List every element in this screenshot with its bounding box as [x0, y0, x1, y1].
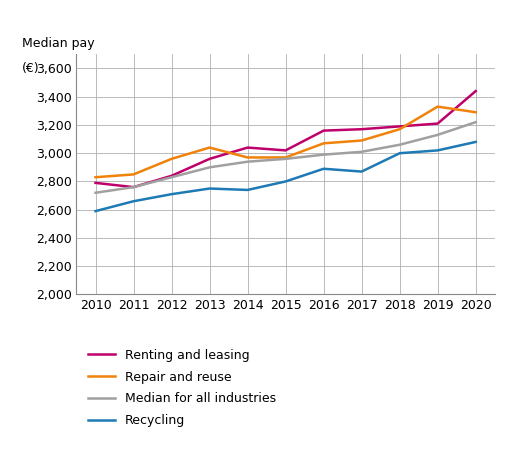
Median for all industries — [320, 152, 326, 157]
Median for all industries — [396, 142, 402, 148]
Recycling — [282, 179, 288, 184]
Repair and reuse — [244, 155, 250, 160]
Renting and leasing — [282, 148, 288, 153]
Median for all industries — [168, 174, 174, 180]
Median for all industries — [92, 190, 98, 196]
Median for all industries — [244, 159, 250, 164]
Repair and reuse — [282, 155, 288, 160]
Text: Median pay: Median pay — [22, 37, 95, 49]
Renting and leasing — [206, 156, 212, 162]
Repair and reuse — [92, 174, 98, 180]
Recycling — [320, 166, 326, 172]
Repair and reuse — [206, 145, 212, 150]
Recycling — [130, 198, 136, 204]
Renting and leasing — [130, 184, 136, 190]
Line: Median for all industries: Median for all industries — [95, 122, 475, 193]
Median for all industries — [358, 149, 364, 154]
Recycling — [168, 192, 174, 197]
Renting and leasing — [434, 121, 440, 126]
Line: Recycling: Recycling — [95, 142, 475, 211]
Recycling — [358, 169, 364, 174]
Median for all industries — [130, 184, 136, 190]
Recycling — [92, 208, 98, 214]
Renting and leasing — [358, 126, 364, 132]
Recycling — [396, 150, 402, 156]
Median for all industries — [472, 120, 478, 125]
Median for all industries — [282, 156, 288, 162]
Repair and reuse — [320, 140, 326, 146]
Recycling — [472, 139, 478, 145]
Renting and leasing — [244, 145, 250, 150]
Repair and reuse — [168, 156, 174, 162]
Repair and reuse — [358, 138, 364, 143]
Renting and leasing — [396, 124, 402, 129]
Repair and reuse — [434, 104, 440, 109]
Line: Renting and leasing: Renting and leasing — [95, 91, 475, 187]
Repair and reuse — [472, 110, 478, 115]
Renting and leasing — [168, 173, 174, 178]
Repair and reuse — [130, 172, 136, 177]
Recycling — [206, 186, 212, 191]
Median for all industries — [206, 164, 212, 170]
Recycling — [244, 187, 250, 193]
Legend: Renting and leasing, Repair and reuse, Median for all industries, Recycling: Renting and leasing, Repair and reuse, M… — [82, 344, 281, 432]
Line: Repair and reuse: Repair and reuse — [95, 106, 475, 177]
Renting and leasing — [320, 128, 326, 133]
Median for all industries — [434, 132, 440, 138]
Text: (€): (€) — [22, 62, 40, 75]
Repair and reuse — [396, 126, 402, 132]
Recycling — [434, 148, 440, 153]
Renting and leasing — [92, 180, 98, 186]
Renting and leasing — [472, 88, 478, 94]
